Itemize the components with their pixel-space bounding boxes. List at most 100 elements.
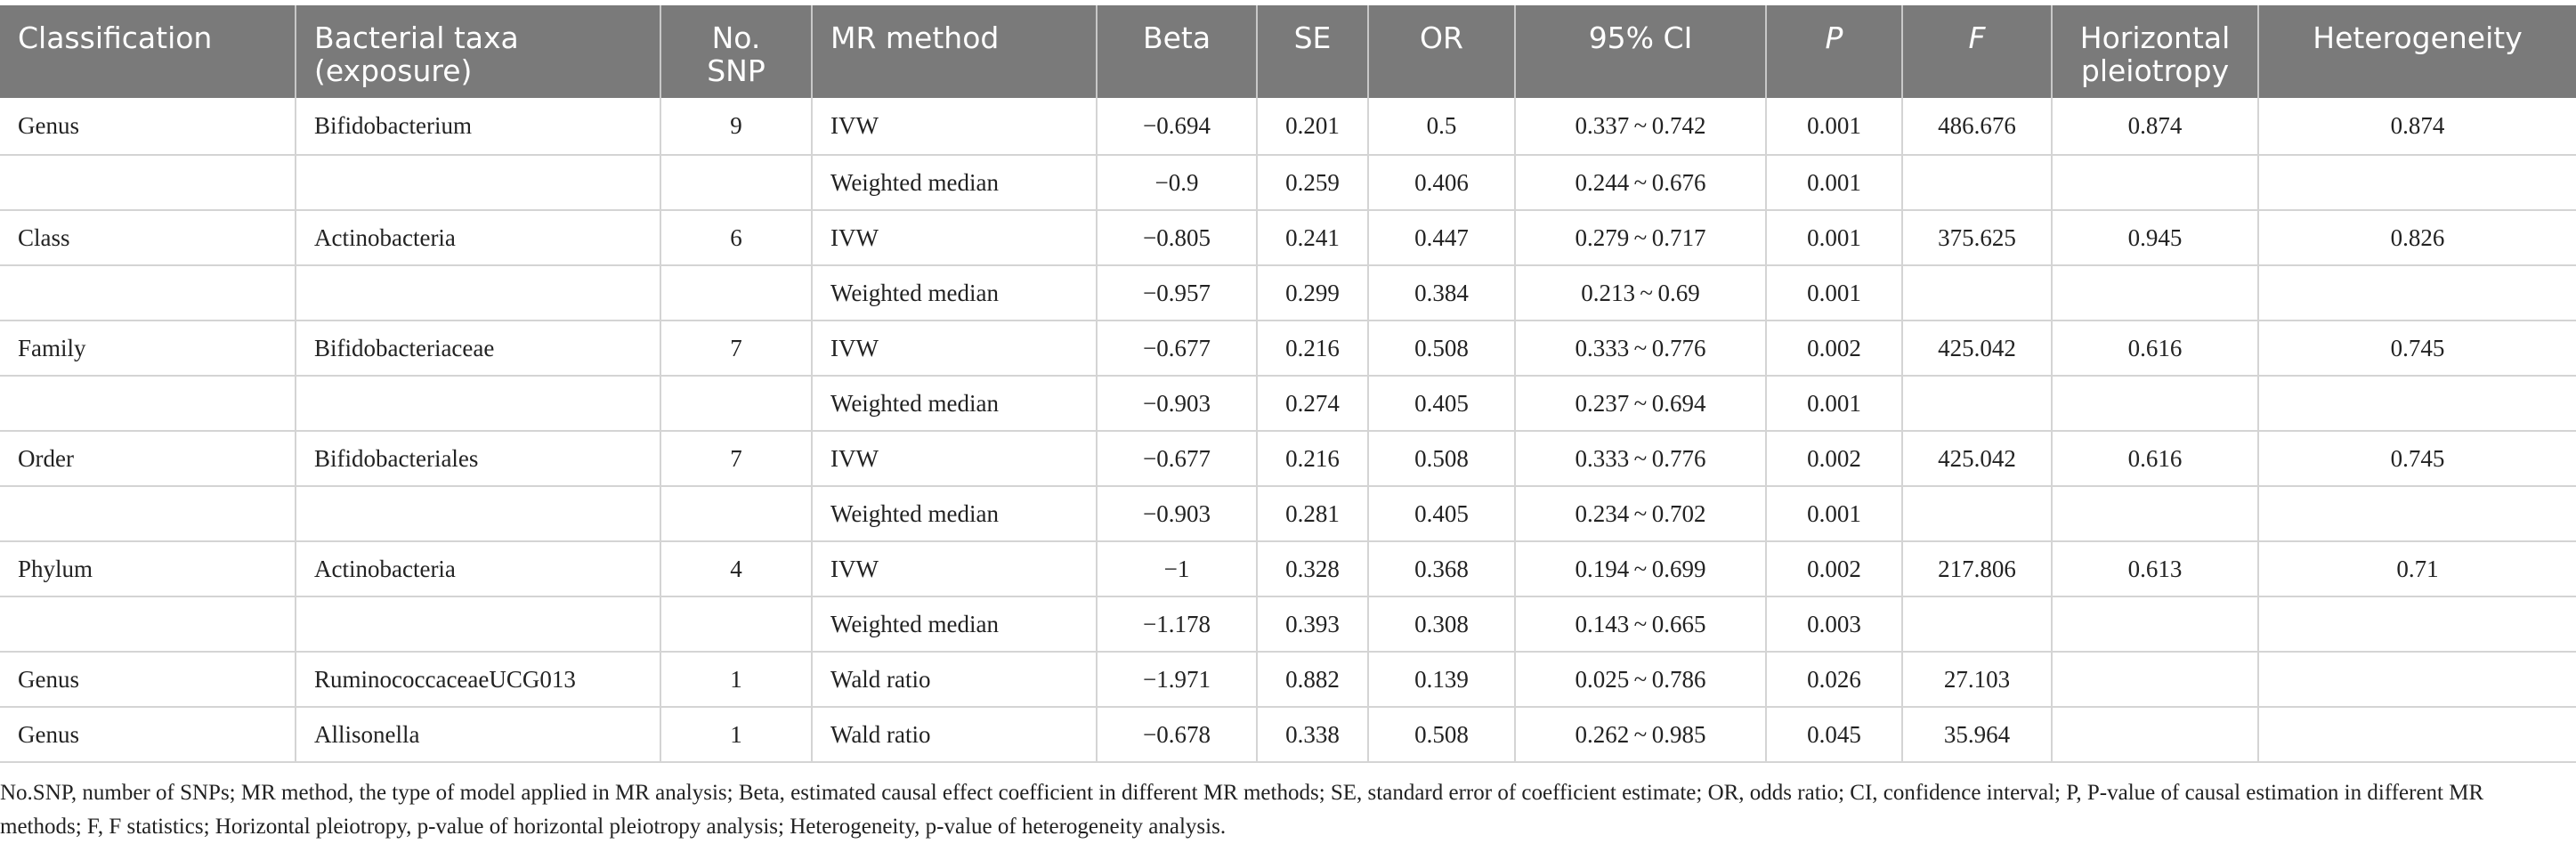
cell-mr-method: Wald ratio — [812, 707, 1098, 763]
cell-ci: 0.143 ~ 0.665 — [1515, 596, 1767, 653]
cell-or: 0.447 — [1368, 210, 1516, 266]
col-header-classification: Classification — [0, 5, 296, 98]
cell-or: 0.405 — [1368, 486, 1516, 542]
cell-heterogeneity — [2258, 376, 2576, 432]
col-header-heterogeneity: Heterogeneity — [2258, 5, 2576, 98]
cell-or: 0.139 — [1368, 652, 1516, 708]
table-row: Weighted median −0.903 0.281 0.405 0.234 ~ 0… — [0, 486, 2576, 542]
results-table-container: Classification Bacterial taxa (exposure)… — [0, 5, 2576, 763]
cell-f: 35.964 — [1902, 707, 2053, 763]
cell-beta: −1.971 — [1097, 652, 1258, 708]
cell-f: 217.806 — [1902, 541, 2053, 597]
cell-ci: 0.213 ~ 0.69 — [1515, 265, 1767, 321]
cell-bacterial-taxa: RuminococcaceaeUCG013 — [296, 652, 661, 708]
cell-ci: 0.194 ~ 0.699 — [1515, 541, 1767, 597]
cell-heterogeneity: 0.826 — [2258, 210, 2576, 266]
cell-horizontal-pleiotropy: 0.616 — [2052, 431, 2259, 487]
cell-classification: Family — [0, 321, 296, 377]
table-row: Class Actinobacteria 6 IVW −0.805 0.241 0.447 0… — [0, 210, 2576, 266]
col-header-mr-method: MR method — [812, 5, 1098, 98]
cell-horizontal-pleiotropy — [2052, 155, 2259, 211]
cell-p: 0.002 — [1766, 541, 1903, 597]
cell-horizontal-pleiotropy: 0.945 — [2052, 210, 2259, 266]
cell-ci: 0.237 ~ 0.694 — [1515, 376, 1767, 432]
cell-se: 0.328 — [1257, 541, 1369, 597]
cell-classification — [0, 155, 296, 211]
cell-horizontal-pleiotropy — [2052, 652, 2259, 708]
cell-classification — [0, 376, 296, 432]
cell-ci: 0.262 ~ 0.985 — [1515, 707, 1767, 763]
cell-beta: −1.178 — [1097, 596, 1258, 653]
cell-se: 0.274 — [1257, 376, 1369, 432]
cell-no-snp — [660, 265, 813, 321]
table-row: Weighted median −0.957 0.299 0.384 0.213 ~ 0… — [0, 265, 2576, 321]
table-row: Genus RuminococcaceaeUCG013 1 Wald ratio −1.… — [0, 652, 2576, 708]
cell-or: 0.406 — [1368, 155, 1516, 211]
cell-classification — [0, 486, 296, 542]
cell-se: 0.882 — [1257, 652, 1369, 708]
cell-beta: −0.9 — [1097, 155, 1258, 211]
cell-bacterial-taxa: Allisonella — [296, 707, 661, 763]
cell-classification: Phylum — [0, 541, 296, 597]
cell-horizontal-pleiotropy — [2052, 376, 2259, 432]
cell-beta: −0.805 — [1097, 210, 1258, 266]
table-row: Family Bifidobacteriaceae 7 IVW −0.677 0.216 0… — [0, 321, 2576, 377]
cell-p: 0.001 — [1766, 98, 1903, 156]
cell-bacterial-taxa — [296, 376, 661, 432]
cell-f — [1902, 155, 2053, 211]
header-row: Classification Bacterial taxa (exposure)… — [0, 5, 2576, 98]
cell-p: 0.045 — [1766, 707, 1903, 763]
cell-or: 0.508 — [1368, 321, 1516, 377]
table-row: Order Bifidobacteriales 7 IVW −0.677 0.216 0.5… — [0, 431, 2576, 487]
cell-ci: 0.333 ~ 0.776 — [1515, 321, 1767, 377]
cell-ci: 0.279 ~ 0.717 — [1515, 210, 1767, 266]
mr-results-table: Classification Bacterial taxa (exposure)… — [0, 5, 2576, 763]
cell-se: 0.241 — [1257, 210, 1369, 266]
col-header-ci: 95% CI — [1515, 5, 1767, 98]
cell-heterogeneity: 0.745 — [2258, 321, 2576, 377]
cell-horizontal-pleiotropy: 0.613 — [2052, 541, 2259, 597]
table-footnote: No.SNP, number of SNPs; MR method, the t… — [0, 781, 2484, 839]
col-header-se: SE — [1257, 5, 1369, 98]
cell-heterogeneity — [2258, 486, 2576, 542]
cell-f: 375.625 — [1902, 210, 2053, 266]
cell-beta: −0.677 — [1097, 431, 1258, 487]
cell-p: 0.001 — [1766, 210, 1903, 266]
cell-p: 0.002 — [1766, 321, 1903, 377]
cell-f — [1902, 596, 2053, 653]
cell-bacterial-taxa — [296, 596, 661, 653]
col-header-beta: Beta — [1097, 5, 1258, 98]
cell-bacterial-taxa: Bifidobacteriaceae — [296, 321, 661, 377]
table-row: Weighted median −1.178 0.393 0.308 0.143 ~ 0… — [0, 596, 2576, 653]
cell-bacterial-taxa — [296, 265, 661, 321]
table-row: Phylum Actinobacteria 4 IVW −1 0.328 0.368 0.19… — [0, 541, 2576, 597]
cell-beta: −0.903 — [1097, 376, 1258, 432]
cell-se: 0.216 — [1257, 431, 1369, 487]
cell-p: 0.001 — [1766, 265, 1903, 321]
cell-horizontal-pleiotropy: 0.874 — [2052, 98, 2259, 156]
cell-f — [1902, 265, 2053, 321]
cell-f — [1902, 486, 2053, 542]
table-row: Genus Bifidobacterium 9 IVW −0.694 0.201 0.5 0.… — [0, 98, 2576, 156]
cell-f: 425.042 — [1902, 321, 2053, 377]
cell-horizontal-pleiotropy — [2052, 707, 2259, 763]
cell-p: 0.001 — [1766, 155, 1903, 211]
cell-p: 0.003 — [1766, 596, 1903, 653]
cell-no-snp: 7 — [660, 431, 813, 487]
cell-no-snp — [660, 155, 813, 211]
cell-ci: 0.333 ~ 0.776 — [1515, 431, 1767, 487]
cell-mr-method: IVW — [812, 431, 1098, 487]
cell-classification — [0, 265, 296, 321]
cell-classification — [0, 596, 296, 653]
table-row: Weighted median −0.903 0.274 0.405 0.237 ~ 0… — [0, 376, 2576, 432]
col-header-or: OR — [1368, 5, 1516, 98]
cell-f: 486.676 — [1902, 98, 2053, 156]
cell-bacterial-taxa: Bifidobacteriales — [296, 431, 661, 487]
cell-beta: −1 — [1097, 541, 1258, 597]
cell-no-snp: 1 — [660, 707, 813, 763]
cell-p: 0.001 — [1766, 486, 1903, 542]
cell-mr-method: IVW — [812, 321, 1098, 377]
cell-heterogeneity: 0.745 — [2258, 431, 2576, 487]
cell-classification: Genus — [0, 707, 296, 763]
cell-no-snp: 1 — [660, 652, 813, 708]
